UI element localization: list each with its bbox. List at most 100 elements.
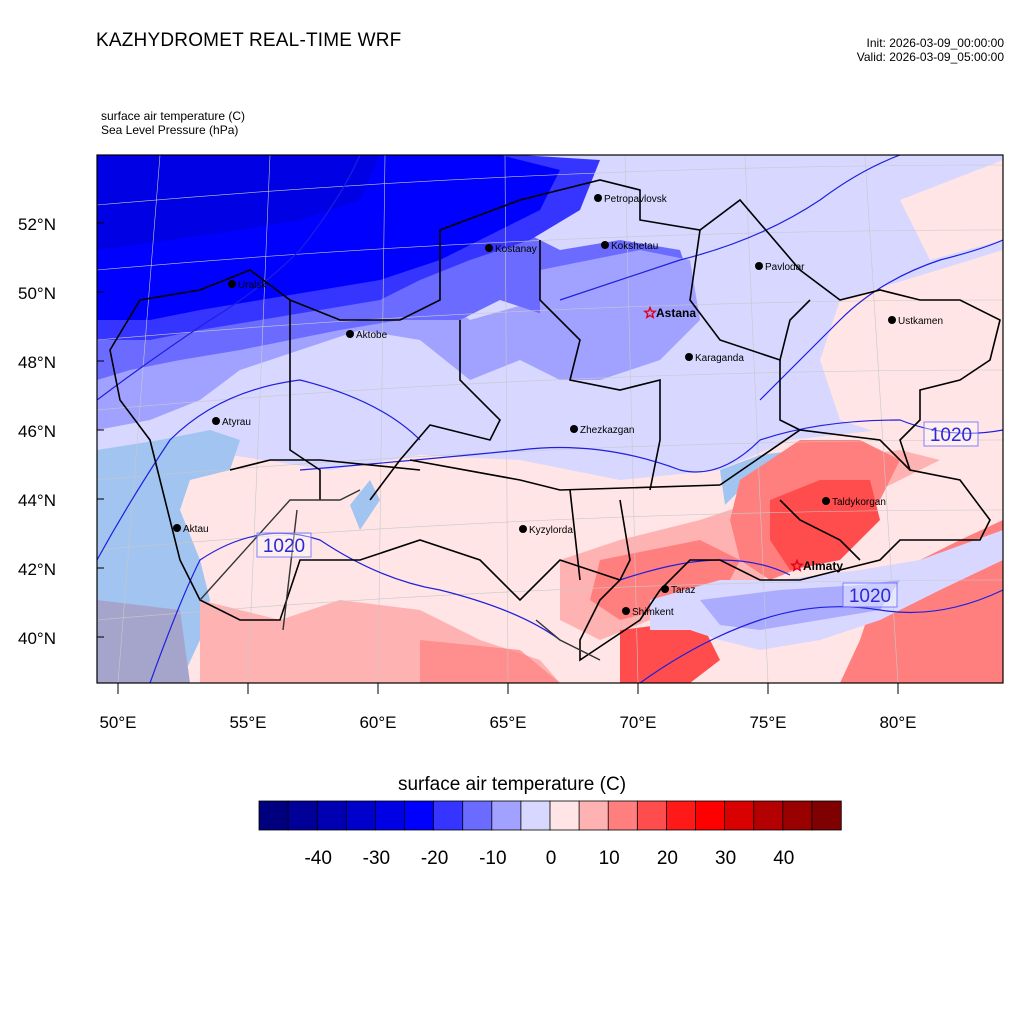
lon-label: 75°E [749, 713, 786, 732]
city-label: Astana [656, 306, 696, 320]
lon-label: 70°E [619, 713, 656, 732]
city-label: Ustkamen [898, 316, 943, 327]
city-label: Kokshetau [611, 241, 658, 252]
city-dot [822, 497, 830, 505]
colorbar-tick-label: -10 [479, 848, 507, 869]
colorbar-swatch [287, 800, 318, 831]
isobar-label: 1020 [930, 425, 972, 446]
colorbar-swatch [316, 800, 348, 831]
latitude-labels: 52°N 50°N 48°N 46°N 44°N 42°N 40°N [18, 215, 56, 648]
colorbar-swatch [258, 800, 289, 831]
city-dot [228, 280, 236, 288]
city-atyrau: Atyrau [212, 417, 251, 428]
colorbar-tick-label: 10 [598, 848, 620, 869]
city-taraz: Taraz [661, 585, 695, 596]
city-karaganda: Karaganda [685, 353, 744, 364]
city-dot [888, 316, 896, 324]
city-label: Taldykorgan [832, 497, 886, 508]
lat-label: 46°N [18, 422, 56, 441]
isobar-label: 1020 [263, 536, 305, 557]
city-label: Pavlodar [765, 262, 805, 273]
city-pavlodar: Pavlodar [755, 262, 805, 273]
city-taldykorgan: Taldykorgan [822, 497, 886, 508]
init-time: Init: 2026-03-09_00:00:00 [866, 36, 1004, 50]
colorbar-title: surface air temperature (C) [397, 774, 627, 795]
city-dot [594, 194, 602, 202]
colorbar-tick-label: 30 [715, 848, 737, 869]
city-ustkamen: Ustkamen [888, 316, 943, 327]
colorbar-swatch [520, 800, 551, 831]
capital-star-icon [642, 305, 658, 319]
lat-label: 42°N [18, 560, 56, 579]
city-label: Aktobe [356, 330, 388, 341]
city-label: Taraz [671, 585, 695, 596]
city-label: Petropavlovsk [604, 194, 668, 205]
valid-time: Valid: 2026-03-09_05:00:00 [856, 50, 1004, 64]
colorbar-tick-label: -20 [420, 848, 449, 869]
frame-ticks [97, 222, 899, 694]
colorbar [258, 800, 842, 831]
lat-label: 48°N [18, 353, 56, 372]
city-astana: Astana [642, 305, 696, 320]
city-kyzylorda: Kyzylorda [519, 525, 573, 536]
longitude-labels: 50°E 55°E 60°E 65°E 70°E 75°E 80°E [99, 713, 916, 732]
temperature-field [97, 155, 1003, 683]
pressure-field-label: Sea Level Pressure (hPa) [101, 123, 239, 137]
colorbar-swatch [666, 800, 697, 831]
colorbar-swatch [433, 800, 464, 831]
city-label: Kyzylorda [529, 525, 573, 536]
city-kostanay: Kostanay [485, 244, 537, 255]
colorbar-swatch [607, 800, 639, 831]
city-dot [755, 262, 763, 270]
city-dot [346, 330, 354, 338]
city-dot [519, 525, 527, 533]
city-label: Almaty [803, 559, 843, 573]
city-shimkent: Shimkent [622, 607, 674, 618]
city-kokshetau: Kokshetau [601, 241, 658, 252]
lon-label: 55°E [229, 713, 266, 732]
colorbar-swatch [462, 800, 493, 831]
colorbar-swatch [636, 800, 668, 831]
city-label: Uralsk [238, 280, 267, 291]
colorbar-swatch [753, 800, 784, 831]
neighbor-borders [199, 489, 601, 661]
lon-label: 50°E [99, 713, 136, 732]
city-dot [622, 607, 630, 615]
city-label: Kostanay [495, 244, 537, 255]
city-uralsk: Uralsk [228, 280, 267, 291]
map-frame [96, 154, 1004, 684]
colorbar-tick-label: 40 [773, 848, 795, 869]
city-markers: Petropavlovsk Kostanay Kokshetau Uralsk Pavl… [173, 194, 943, 618]
colorbar-swatch [578, 800, 609, 831]
city-petropavlovsk: Petropavlovsk [594, 194, 668, 205]
colorbar-tick-label: -30 [362, 848, 391, 869]
colorbar-swatch [404, 800, 435, 831]
city-almaty: Almaty [789, 558, 843, 573]
city-dot [485, 244, 493, 252]
lat-label: 52°N [18, 215, 56, 234]
city-zhezkazgan: Zhezkazgan [570, 425, 634, 436]
colorbar-swatch [374, 800, 406, 831]
city-dot [212, 417, 220, 425]
city-label: Atyrau [222, 417, 251, 428]
city-label: Karaganda [695, 353, 744, 364]
city-dot [661, 585, 669, 593]
colorbar-tick-label: 0 [545, 848, 557, 869]
colorbar-swatch [695, 800, 726, 831]
temperature-field-label: surface air temperature (C) [101, 109, 246, 123]
city-dot [570, 425, 578, 433]
isobar-labels: 1020 1020 1020 [256, 421, 979, 608]
city-aktobe: Aktobe [346, 330, 388, 341]
run-info: Init: 2026-03-09_00:00:00 Valid: 2026-03… [857, 36, 1004, 64]
colorbar-tick-label: -40 [304, 848, 332, 869]
city-label: Zhezkazgan [580, 425, 634, 436]
field-labels: surface air temperature (C) Sea Level Pr… [101, 109, 245, 137]
lat-label: 44°N [18, 491, 56, 510]
city-dot [173, 524, 181, 532]
colorbar-swatch [811, 800, 842, 831]
page-title: KAZHYDROMET REAL-TIME WRF [96, 30, 402, 51]
city-dot [601, 241, 609, 249]
colorbar-swatch [345, 800, 377, 831]
colorbar-swatch [491, 800, 522, 831]
